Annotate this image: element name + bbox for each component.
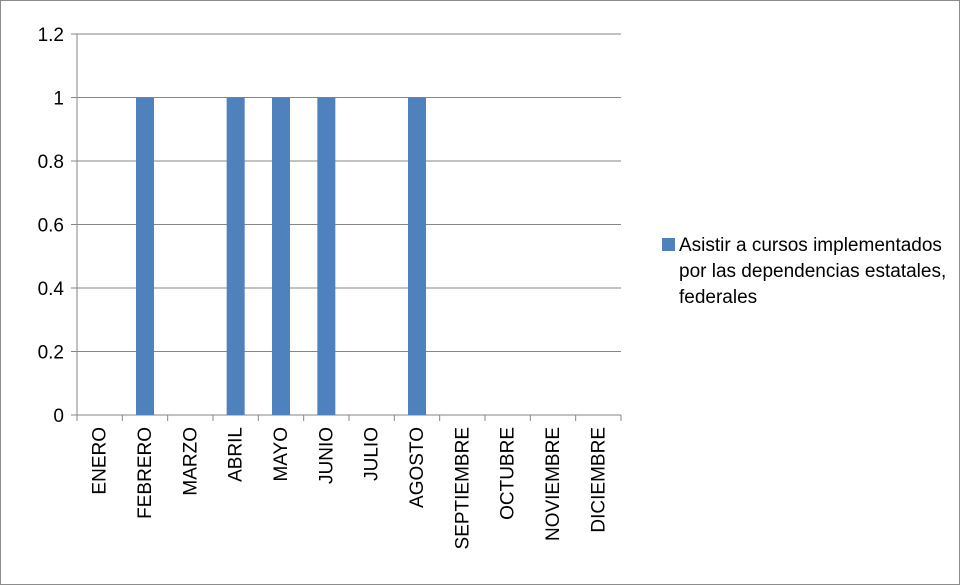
x-tick-label: JULIO — [362, 427, 383, 481]
y-tick-label: 0.2 — [38, 343, 64, 364]
x-tick-label: AGOSTO — [407, 427, 428, 508]
x-tick-label: JUNIO — [316, 427, 337, 484]
x-tick-label: FEBRERO — [135, 427, 156, 519]
bar — [136, 97, 154, 415]
legend: Asistir a cursos implementados por las d… — [662, 233, 954, 311]
x-tick-label: MARZO — [180, 427, 201, 496]
bar — [272, 97, 290, 415]
y-tick-label: 1 — [53, 89, 64, 110]
x-tick-label: ABRIL — [226, 427, 247, 482]
legend-swatch — [662, 238, 675, 251]
bar — [317, 97, 336, 415]
y-tick-label: 0.8 — [38, 152, 64, 173]
legend-label: Asistir a cursos implementados por las d… — [679, 235, 947, 308]
x-tick-label: DICIEMBRE — [588, 427, 609, 533]
bar — [226, 97, 245, 415]
y-tick-label: 0 — [53, 406, 64, 427]
x-tick-label: ENERO — [90, 427, 111, 495]
x-tick-label: OCTUBRE — [498, 427, 519, 520]
y-tick-label: 0.6 — [38, 216, 64, 237]
x-tick-label: MAYO — [271, 427, 292, 482]
x-tick-label: SEPTIEMBRE — [452, 427, 473, 549]
y-tick-label: 0.4 — [38, 279, 65, 300]
y-tick-label: 1.2 — [38, 25, 64, 46]
x-tick-label: NOVIEMBRE — [543, 427, 564, 541]
bar — [408, 97, 426, 415]
